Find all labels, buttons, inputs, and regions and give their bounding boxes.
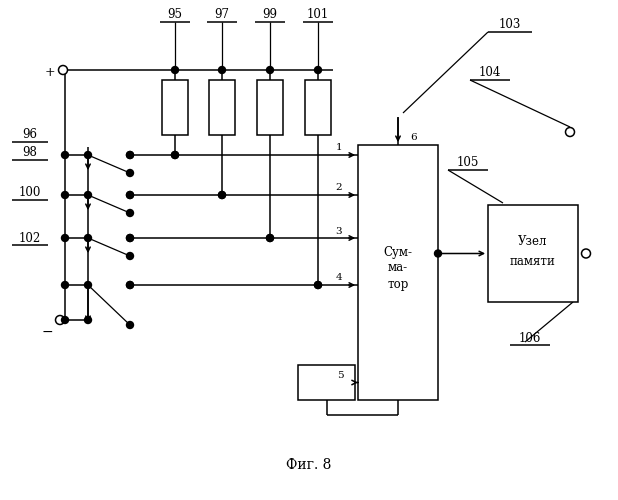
Text: Сум-: Сум-: [384, 246, 412, 259]
Text: 6: 6: [410, 132, 417, 141]
Text: 99: 99: [263, 8, 277, 22]
Text: 101: 101: [307, 8, 329, 22]
Circle shape: [127, 234, 133, 242]
Bar: [162, 80, 188, 135]
Circle shape: [219, 192, 226, 198]
Circle shape: [582, 249, 591, 258]
Circle shape: [127, 192, 133, 198]
Text: 3: 3: [336, 226, 342, 235]
Bar: [488, 205, 578, 302]
Circle shape: [62, 234, 69, 242]
Text: ма-: ма-: [388, 261, 408, 274]
Bar: [298, 365, 355, 400]
Circle shape: [127, 170, 133, 176]
Text: памяти: памяти: [510, 255, 556, 268]
Circle shape: [62, 282, 69, 288]
Bar: [305, 80, 331, 135]
Text: 103: 103: [499, 18, 521, 32]
Circle shape: [565, 128, 575, 136]
Text: −: −: [41, 325, 53, 339]
Circle shape: [62, 152, 69, 158]
Circle shape: [85, 192, 91, 198]
Circle shape: [59, 66, 67, 74]
Text: 102: 102: [19, 232, 41, 244]
Circle shape: [266, 234, 274, 242]
Text: Узел: Узел: [519, 235, 548, 248]
Circle shape: [127, 282, 133, 288]
Circle shape: [219, 66, 226, 73]
Circle shape: [85, 316, 91, 324]
Circle shape: [85, 234, 91, 242]
Circle shape: [172, 152, 179, 158]
Circle shape: [62, 192, 69, 198]
Circle shape: [62, 316, 69, 324]
Text: +: +: [44, 66, 56, 78]
Text: 105: 105: [457, 156, 479, 170]
Text: 1: 1: [336, 144, 342, 152]
Circle shape: [219, 192, 226, 198]
Circle shape: [85, 282, 91, 288]
Circle shape: [127, 210, 133, 216]
Text: 106: 106: [519, 332, 541, 344]
Circle shape: [127, 192, 133, 198]
Circle shape: [266, 66, 274, 73]
Circle shape: [266, 234, 274, 242]
Circle shape: [434, 250, 441, 257]
Circle shape: [315, 282, 321, 288]
Circle shape: [315, 66, 321, 73]
Bar: [257, 80, 283, 135]
Circle shape: [172, 66, 179, 73]
Bar: [209, 80, 235, 135]
Circle shape: [56, 316, 64, 324]
Text: 95: 95: [167, 8, 182, 22]
Circle shape: [172, 152, 179, 158]
Circle shape: [127, 152, 133, 158]
Circle shape: [127, 282, 133, 288]
Text: 104: 104: [479, 66, 501, 80]
Circle shape: [127, 234, 133, 242]
Text: Фиг. 8: Фиг. 8: [286, 458, 332, 472]
Circle shape: [127, 322, 133, 328]
Circle shape: [85, 152, 91, 158]
Text: 96: 96: [22, 128, 38, 141]
Text: 100: 100: [19, 186, 41, 200]
Circle shape: [127, 152, 133, 158]
Text: 97: 97: [214, 8, 229, 22]
Circle shape: [315, 282, 321, 288]
Text: 5: 5: [337, 371, 344, 380]
Text: 98: 98: [23, 146, 38, 160]
Bar: [358, 145, 438, 400]
Text: тор: тор: [387, 278, 408, 291]
Text: 2: 2: [336, 184, 342, 192]
Text: 4: 4: [336, 274, 342, 282]
Circle shape: [127, 252, 133, 260]
